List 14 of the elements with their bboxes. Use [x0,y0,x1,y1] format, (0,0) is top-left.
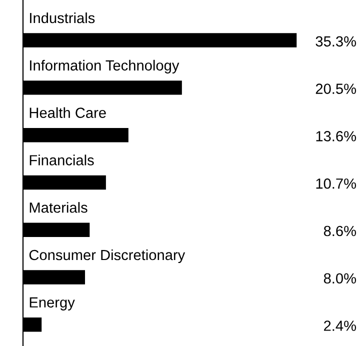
data-label: 20.5% [316,84,356,94]
data-label: 2.4% [324,320,356,331]
data-label: 8.6% [324,226,356,236]
data-label: 13.6% [316,131,356,142]
data-label: 8.0% [324,273,356,284]
y-tick-label: Consumer Discretionary [29,249,186,264]
y-tick-label: Health Care [30,107,106,118]
y-tick-label: Financials [30,154,94,166]
y-tick-label: Materials [30,202,88,213]
y-tick-label: Energy [30,297,75,310]
y-tick-label: Industrials [30,12,95,24]
data-label: 35.3% [316,36,356,47]
y-tick-label: Information Technology [30,60,180,74]
data-label: 10.7% [316,178,356,189]
